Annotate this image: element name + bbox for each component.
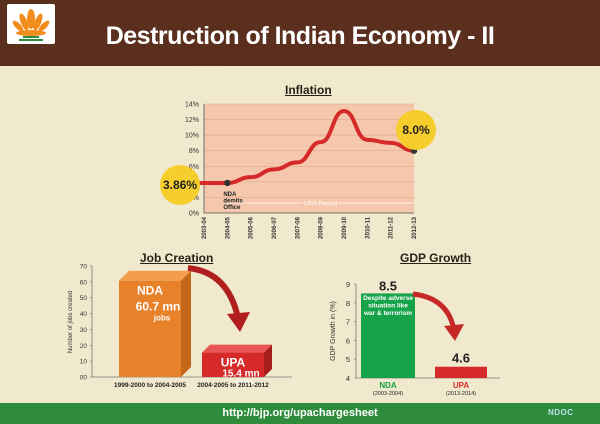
decline-arrow bbox=[187, 265, 241, 319]
decline-arrowhead bbox=[227, 312, 250, 332]
bar bbox=[202, 352, 264, 377]
y-tick-label: 4 bbox=[346, 374, 350, 383]
x-tick-label: 2011-12 bbox=[389, 216, 395, 238]
inflation-chart-title: Inflation bbox=[285, 83, 332, 97]
bar-period-label: (2003-2004) bbox=[373, 391, 403, 397]
x-tick-label: 2008-09 bbox=[319, 216, 325, 239]
y-axis-label: Number of jobs created bbox=[68, 291, 74, 353]
plot-area bbox=[204, 104, 414, 213]
bar-side bbox=[181, 270, 191, 377]
y-tick-label: 6% bbox=[189, 164, 199, 171]
x-tick-label: 2012-13 bbox=[412, 216, 418, 239]
y-tick-label: 6 bbox=[346, 336, 350, 345]
x-tick-label: 2004-05 bbox=[225, 216, 231, 239]
start-value-label: 3.86% bbox=[163, 178, 197, 192]
bar bbox=[361, 293, 415, 378]
decline-arrow bbox=[412, 291, 457, 331]
bar-name-label: UPA bbox=[221, 356, 246, 370]
bar-side bbox=[264, 344, 272, 377]
decline-arrowhead bbox=[444, 324, 464, 341]
bar-value-label: 4.6 bbox=[452, 351, 470, 366]
start-badge bbox=[160, 165, 200, 205]
nda-annotation-line: NDA bbox=[223, 192, 237, 198]
header-curve bbox=[0, 40, 600, 66]
bar-period-label: (2013-2014) bbox=[446, 391, 476, 397]
bar-unit-label: jobs bbox=[236, 378, 254, 387]
x-category-label: 2004-2005 to 2011-2012 bbox=[197, 382, 269, 389]
y-tick-label: 10 bbox=[80, 359, 88, 366]
y-tick-label: 0% bbox=[189, 211, 199, 218]
y-tick-label: 9 bbox=[346, 280, 350, 289]
y-tick-label: 50 bbox=[80, 295, 88, 302]
brand-mark: NDOC bbox=[548, 408, 574, 417]
y-tick-label: 00 bbox=[80, 375, 88, 382]
footer-url[interactable]: http://bjp.org/upachargesheet bbox=[222, 407, 378, 419]
bar bbox=[119, 280, 181, 377]
annotation-line: war & terrorism bbox=[363, 310, 412, 317]
annotation-line: situation like bbox=[368, 303, 408, 310]
bar-value-label: 15.4 mn bbox=[222, 369, 259, 380]
inflation-line bbox=[182, 109, 416, 185]
footer-bar bbox=[0, 403, 600, 424]
y-tick-label: 8 bbox=[346, 299, 350, 308]
party-logo bbox=[7, 4, 55, 44]
y-tick-label: 60 bbox=[80, 279, 88, 286]
x-tick-label: 2010-11 bbox=[365, 216, 371, 238]
y-tick-label: 7 bbox=[346, 318, 350, 327]
x-category-label: 1999-2000 to 2004-2005 bbox=[114, 382, 186, 389]
bar-top bbox=[202, 344, 272, 353]
bar-value-label: 8.5 bbox=[379, 278, 397, 293]
y-tick-label: 12% bbox=[185, 117, 199, 124]
y-tick-label: 5 bbox=[346, 355, 350, 364]
y-tick-label: 8% bbox=[189, 148, 199, 155]
end-badge bbox=[396, 110, 436, 150]
y-tick-label: 20 bbox=[80, 343, 88, 350]
bar-name-label: NDA bbox=[379, 381, 397, 390]
jobs-chart-title: Job Creation bbox=[140, 251, 214, 265]
y-tick-label: 40 bbox=[80, 311, 88, 318]
bar-name-label: NDA bbox=[137, 284, 163, 298]
y-tick-label: 10% bbox=[185, 133, 199, 140]
page-title: Destruction of Indian Economy - II bbox=[105, 22, 495, 50]
lotus-icon bbox=[12, 9, 50, 41]
x-tick-label: 2009-10 bbox=[342, 216, 348, 239]
bar-name-label: UPA bbox=[453, 381, 470, 390]
x-tick-label: 2003-04 bbox=[202, 216, 208, 239]
upa-period-label-bg bbox=[302, 199, 339, 207]
x-tick-label: 2007-08 bbox=[295, 216, 301, 239]
upa-period-label: UPA Period bbox=[304, 201, 338, 208]
x-tick-label: 2006-07 bbox=[272, 216, 278, 239]
end-value-label: 8.0% bbox=[402, 123, 430, 137]
bar-unit-label: jobs bbox=[153, 314, 171, 323]
gdp-chart-title: GDP Growth bbox=[400, 251, 472, 265]
nda-annotation-line: demits bbox=[223, 199, 243, 205]
bar bbox=[435, 366, 487, 378]
y-axis-label: GDP Growth in (%) bbox=[330, 301, 337, 361]
x-tick-label: 2005-06 bbox=[249, 216, 255, 239]
bar-top bbox=[119, 270, 191, 281]
start-marker bbox=[224, 179, 231, 187]
bar-value-label: 60.7 mn bbox=[136, 300, 181, 314]
annotation-line: Despite adverse bbox=[363, 295, 413, 302]
y-tick-label: 30 bbox=[80, 327, 88, 334]
y-tick-label: 70 bbox=[80, 264, 88, 271]
nda-annotation-line: Office bbox=[223, 205, 241, 211]
y-tick-label: 14% bbox=[185, 102, 199, 109]
